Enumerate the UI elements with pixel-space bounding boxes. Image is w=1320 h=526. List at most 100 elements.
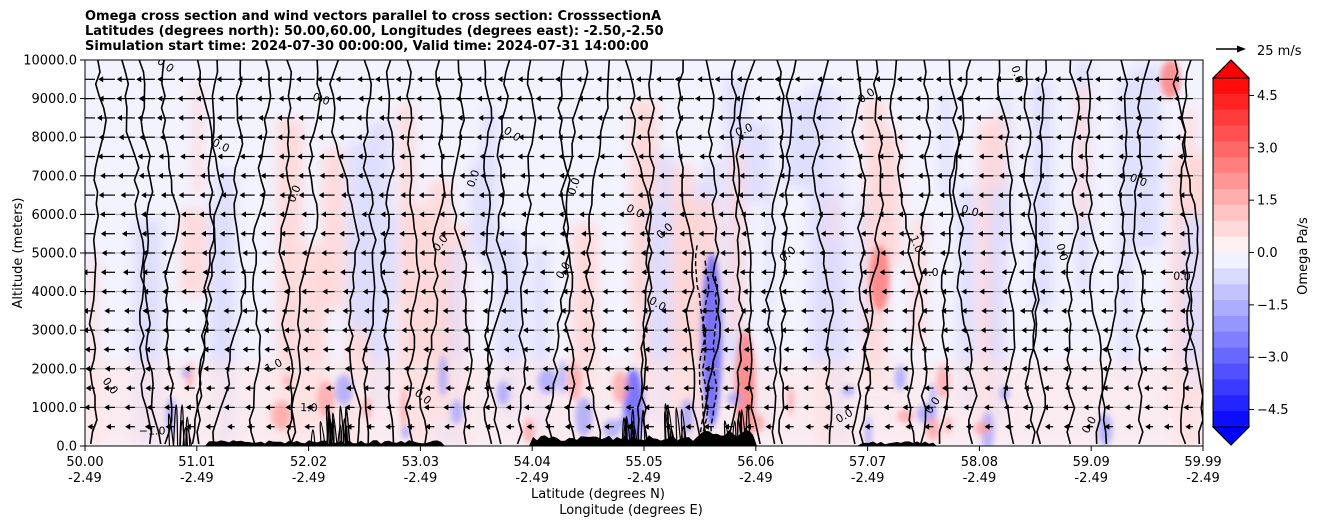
- wind-vector-head: [184, 365, 190, 372]
- wind-vector-head: [418, 172, 424, 179]
- wind-vector-head: [442, 346, 448, 353]
- wind-vector-head: [260, 172, 266, 179]
- contour-line: [287, 60, 322, 445]
- x-tick-label-lon: -2.49: [963, 471, 997, 486]
- wind-vector-head: [421, 269, 427, 276]
- wind-vector-head: [780, 307, 786, 314]
- wind-vector-head: [1034, 114, 1040, 121]
- wind-vector-head: [582, 307, 588, 314]
- wind-vector-head: [740, 250, 746, 256]
- wind-vector-head: [157, 95, 163, 102]
- wind-vector-head: [683, 385, 689, 392]
- wind-vector-head: [659, 250, 665, 256]
- wind-vector-head: [442, 365, 448, 372]
- wind-vector-head: [963, 404, 969, 411]
- wind-vector-head: [362, 346, 368, 353]
- wind-vector-head: [484, 365, 490, 372]
- wind-vector-head: [578, 172, 584, 179]
- wind-vector-head: [178, 172, 184, 179]
- wind-vector-head: [227, 423, 233, 430]
- wind-vector-head: [818, 153, 824, 160]
- wind-vector-head: [1156, 134, 1162, 141]
- wind-vector-head: [462, 327, 468, 334]
- wind-vector-head: [639, 211, 645, 218]
- wind-vector-head: [898, 192, 904, 199]
- wind-vector-head: [199, 192, 205, 199]
- wind-vector-head: [456, 76, 462, 83]
- wind-vector-head: [298, 192, 304, 199]
- colorbar: 4.5 3.0 1.5 0.0 −1.5 −3.0 −4.5: [1211, 59, 1289, 446]
- wind-vector-head: [935, 76, 941, 83]
- wind-vector-head: [141, 192, 147, 199]
- quiver-key-label: 25 m/s: [1257, 44, 1302, 59]
- wind-vector-head: [306, 404, 312, 411]
- wind-vector-head: [718, 134, 724, 141]
- colorbar-band: [1213, 331, 1249, 349]
- wind-vector-head: [378, 192, 384, 199]
- wind-vector-head: [1083, 404, 1089, 411]
- wind-vector-head: [378, 172, 384, 179]
- wind-vector-head: [357, 76, 363, 83]
- wind-vector-head: [101, 250, 107, 256]
- wind-vector-head: [859, 192, 865, 199]
- wind-vector-head: [525, 385, 531, 392]
- wind-vector-head: [639, 230, 645, 237]
- x-tick-label-lat: 58.08: [961, 455, 998, 470]
- wind-vector-head: [817, 211, 823, 218]
- wind-vector-head: [921, 269, 927, 276]
- wind-vector-head: [701, 288, 707, 295]
- contour-line: [630, 408, 636, 446]
- wind-vector-head: [896, 95, 902, 102]
- wind-vector-head: [657, 114, 663, 121]
- wind-vector-head: [301, 288, 307, 295]
- wind-vector-head: [1117, 95, 1123, 102]
- wind-vector-head: [982, 365, 988, 372]
- wind-vector-head: [304, 385, 310, 392]
- wind-vector-head: [821, 288, 827, 295]
- wind-vector-head: [974, 95, 980, 102]
- wind-vector-head: [434, 76, 440, 83]
- wind-vector-head: [302, 346, 308, 353]
- wind-vector-head: [78, 76, 83, 82]
- colorbar-band: [1213, 141, 1249, 158]
- wind-vector-head: [699, 250, 705, 256]
- wind-vector-head: [284, 327, 290, 334]
- wind-vector-head: [1037, 153, 1043, 160]
- wind-vector-head: [625, 404, 631, 411]
- wind-vector-head: [876, 114, 882, 121]
- wind-vector-head: [559, 230, 565, 237]
- wind-vector-head: [137, 114, 143, 121]
- wind-vector-head: [98, 95, 104, 102]
- wind-vector-head: [642, 385, 648, 392]
- wind-vector-head: [1043, 385, 1049, 392]
- wind-vector-head: [879, 269, 885, 276]
- wind-vector-head: [280, 230, 286, 237]
- wind-vector-head: [183, 346, 189, 353]
- wind-vector-head: [704, 365, 710, 372]
- wind-vector-head: [799, 211, 805, 218]
- wind-vector-head: [498, 134, 504, 141]
- wind-vector-head: [479, 250, 485, 256]
- wind-vector-head: [699, 192, 705, 199]
- colorbar-band: [1213, 93, 1249, 111]
- wind-vector-head: [201, 307, 207, 314]
- y-tick-label: 1000.0: [32, 401, 78, 416]
- wind-vector-head: [1017, 192, 1023, 199]
- wind-vector-head: [455, 95, 461, 102]
- wind-vector-head: [1135, 95, 1141, 102]
- wind-vector-head: [200, 230, 206, 237]
- colorbar-tick-label: −3.0: [1257, 351, 1289, 366]
- wind-vector-head: [103, 327, 109, 334]
- wind-vector-head: [103, 346, 109, 353]
- wind-vector-head: [801, 269, 807, 276]
- wind-vector-head: [778, 153, 784, 160]
- wind-vector-head: [838, 192, 844, 199]
- wind-vector-head: [1097, 192, 1103, 199]
- wind-vector-head: [838, 230, 844, 237]
- wind-vector-head: [237, 95, 243, 102]
- wind-vector-head: [663, 404, 669, 411]
- wind-vector-head: [1135, 134, 1141, 141]
- wind-vector-head: [418, 134, 424, 141]
- wind-vector-head: [1099, 250, 1105, 256]
- contour-line: [418, 60, 446, 445]
